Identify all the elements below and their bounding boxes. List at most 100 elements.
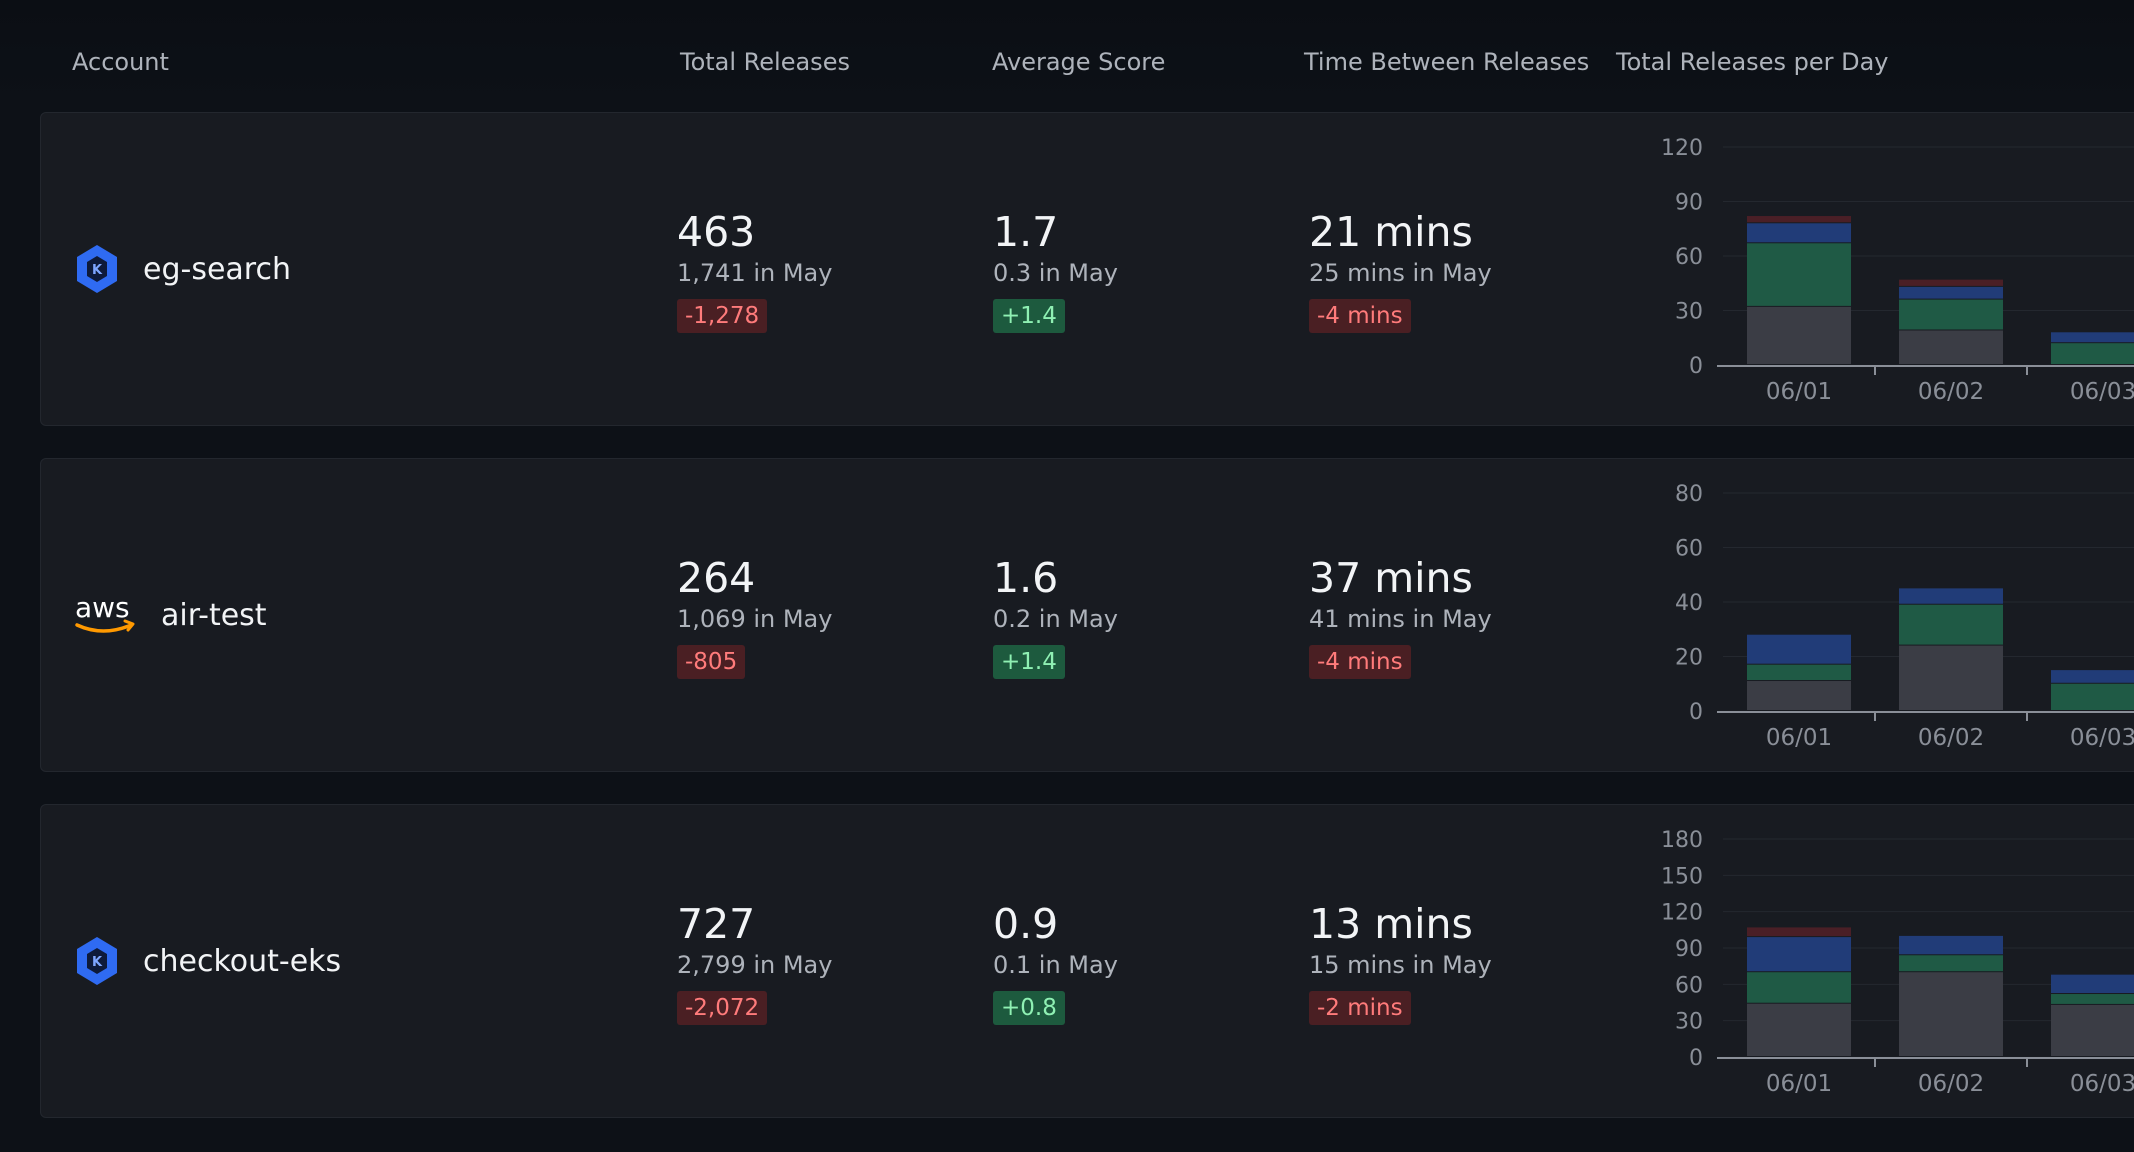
- y-tick-label: 60: [1675, 537, 1703, 562]
- bar-segment-neutral: [1747, 1003, 1851, 1056]
- bar-segment-green: [1899, 955, 2003, 972]
- bar-segment-green: [1899, 299, 2003, 330]
- average-score-cell: 1.7 0.3 in May +1.4: [993, 209, 1118, 333]
- header-average-score[interactable]: Average Score: [992, 48, 1166, 76]
- bar-segment-red: [1747, 927, 1851, 937]
- releases-per-day-chart-svg: 0 30 60 90 120 06/01 06/02 06/03: [1661, 136, 2134, 405]
- releases-per-day-chart-svg: 0 20 40 60 80 06/01 06/02 06/03: [1675, 482, 2134, 751]
- total-releases-previous: 1,069 in May: [677, 605, 833, 633]
- y-tick-label: 60: [1675, 245, 1703, 270]
- time-between-delta-badge: -4 mins: [1309, 645, 1411, 679]
- bar-segment-neutral: [1747, 681, 1851, 710]
- bar-segment-blue: [1899, 588, 2003, 604]
- account-row[interactable]: K checkout-eks 727 2,799 in May -2,072 0…: [40, 804, 2134, 1118]
- total-releases-cell: 463 1,741 in May -1,278: [677, 209, 832, 333]
- total-releases-delta-badge: -1,278: [677, 299, 768, 333]
- time-between-previous: 41 mins in May: [1309, 605, 1492, 633]
- total-releases-cell: 264 1,069 in May -805: [677, 555, 832, 679]
- account-name[interactable]: air-test: [161, 597, 267, 633]
- account-name[interactable]: checkout-eks: [143, 943, 342, 979]
- x-tick-label: 06/02: [1918, 379, 1984, 405]
- average-score-cell: 0.9 0.1 in May +0.8: [993, 901, 1118, 1025]
- bar-segment-neutral: [1899, 330, 2003, 364]
- x-tick-label: 06/01: [1766, 725, 1832, 751]
- bar-segment-blue: [1747, 223, 1851, 243]
- account-cell: K eg-search: [73, 113, 291, 425]
- table-header: Account Total Releases Average Score Tim…: [0, 48, 2134, 88]
- time-between-delta-badge: -4 mins: [1309, 299, 1411, 333]
- header-total-releases-per-day[interactable]: Total Releases per Day: [1616, 48, 1889, 76]
- average-score-value: 1.6: [993, 554, 1059, 602]
- total-releases-previous: 1,741 in May: [677, 259, 833, 287]
- total-releases-delta-badge: -2,072: [677, 991, 768, 1025]
- releases-per-day-chart: 0 30 60 90 120 06/01 06/02 06/03: [1601, 113, 2134, 425]
- account-cell: K checkout-eks: [73, 805, 341, 1117]
- header-total-releases[interactable]: Total Releases: [680, 48, 850, 76]
- x-tick-label: 06/02: [1918, 725, 1984, 751]
- average-score-previous: 0.2 in May: [993, 605, 1118, 633]
- releases-per-day-chart-svg: 0 30 60 90 120 150 180 06/01 06/02 06/03: [1661, 828, 2134, 1097]
- y-tick-label: 60: [1675, 973, 1703, 998]
- header-time-between-releases[interactable]: Time Between Releases: [1304, 48, 1590, 76]
- total-releases-value: 264: [677, 554, 756, 602]
- average-score-delta-badge: +1.4: [993, 299, 1065, 333]
- bar-segment-red: [1899, 279, 2003, 286]
- average-score-previous: 0.1 in May: [993, 951, 1118, 979]
- total-releases-delta-badge: -805: [677, 645, 746, 679]
- average-score-delta-badge: +0.8: [993, 991, 1065, 1025]
- bar-segment-green: [2051, 994, 2134, 1004]
- account-row[interactable]: aws air-test 264 1,069 in May -805 1.6 0…: [40, 458, 2134, 772]
- aws-icon: aws: [75, 593, 135, 633]
- bar-segment-green: [2051, 343, 2134, 364]
- total-releases-value: 463: [677, 208, 756, 256]
- kubernetes-icon: K: [77, 937, 117, 985]
- y-tick-label: 80: [1675, 482, 1703, 507]
- bar-segment-neutral: [1899, 645, 2003, 710]
- y-tick-label: 0: [1689, 1046, 1703, 1071]
- account-row[interactable]: K eg-search 463 1,741 in May -1,278 1.7 …: [40, 112, 2134, 426]
- average-score-cell: 1.6 0.2 in May +1.4: [993, 555, 1118, 679]
- time-between-value: 37 mins: [1309, 554, 1473, 602]
- bar-segment-blue: [2051, 974, 2134, 994]
- total-releases-cell: 727 2,799 in May -2,072: [677, 901, 832, 1025]
- bar-segment-green: [1899, 604, 2003, 645]
- bar-segment-blue: [2051, 332, 2134, 343]
- bar-segment-red: [1747, 216, 1851, 223]
- bar-segment-blue: [1747, 937, 1851, 972]
- bar-segment-blue: [1899, 286, 2003, 299]
- bar-segment-neutral: [2051, 1004, 2134, 1056]
- svg-text:K: K: [92, 263, 103, 278]
- time-between-cell: 21 mins 25 mins in May -4 mins: [1309, 209, 1492, 333]
- x-tick-label: 06/01: [1766, 379, 1832, 405]
- account-cell: aws air-test: [73, 459, 267, 771]
- x-tick-label: 06/03: [2070, 379, 2134, 405]
- kubernetes-icon: K: [77, 245, 117, 293]
- y-tick-label: 30: [1675, 1010, 1703, 1035]
- bar-segment-blue: [1899, 935, 2003, 955]
- svg-text:K: K: [92, 955, 103, 970]
- y-tick-label: 150: [1661, 864, 1703, 889]
- x-tick-label: 06/03: [2070, 1071, 2134, 1097]
- y-tick-label: 90: [1675, 937, 1703, 962]
- y-tick-label: 120: [1661, 901, 1703, 926]
- bar-segment-neutral: [1747, 306, 1851, 364]
- time-between-cell: 37 mins 41 mins in May -4 mins: [1309, 555, 1492, 679]
- average-score-delta-badge: +1.4: [993, 645, 1065, 679]
- total-releases-value: 727: [677, 900, 756, 948]
- releases-per-day-chart: 0 20 40 60 80 06/01 06/02 06/03: [1601, 459, 2134, 771]
- account-name[interactable]: eg-search: [143, 251, 291, 287]
- time-between-previous: 15 mins in May: [1309, 951, 1492, 979]
- x-tick-label: 06/03: [2070, 725, 2134, 751]
- bar-segment-green: [1747, 972, 1851, 1003]
- bar-segment-green: [2051, 683, 2134, 710]
- time-between-delta-badge: -2 mins: [1309, 991, 1411, 1025]
- header-account[interactable]: Account: [72, 48, 169, 76]
- y-tick-label: 20: [1675, 646, 1703, 671]
- x-tick-label: 06/02: [1918, 1071, 1984, 1097]
- bar-segment-blue: [1747, 634, 1851, 664]
- time-between-value: 13 mins: [1309, 900, 1473, 948]
- y-tick-label: 120: [1661, 136, 1703, 161]
- y-tick-label: 0: [1689, 354, 1703, 379]
- time-between-previous: 25 mins in May: [1309, 259, 1492, 287]
- releases-per-day-chart: 0 30 60 90 120 150 180 06/01 06/02 06/03: [1601, 805, 2134, 1117]
